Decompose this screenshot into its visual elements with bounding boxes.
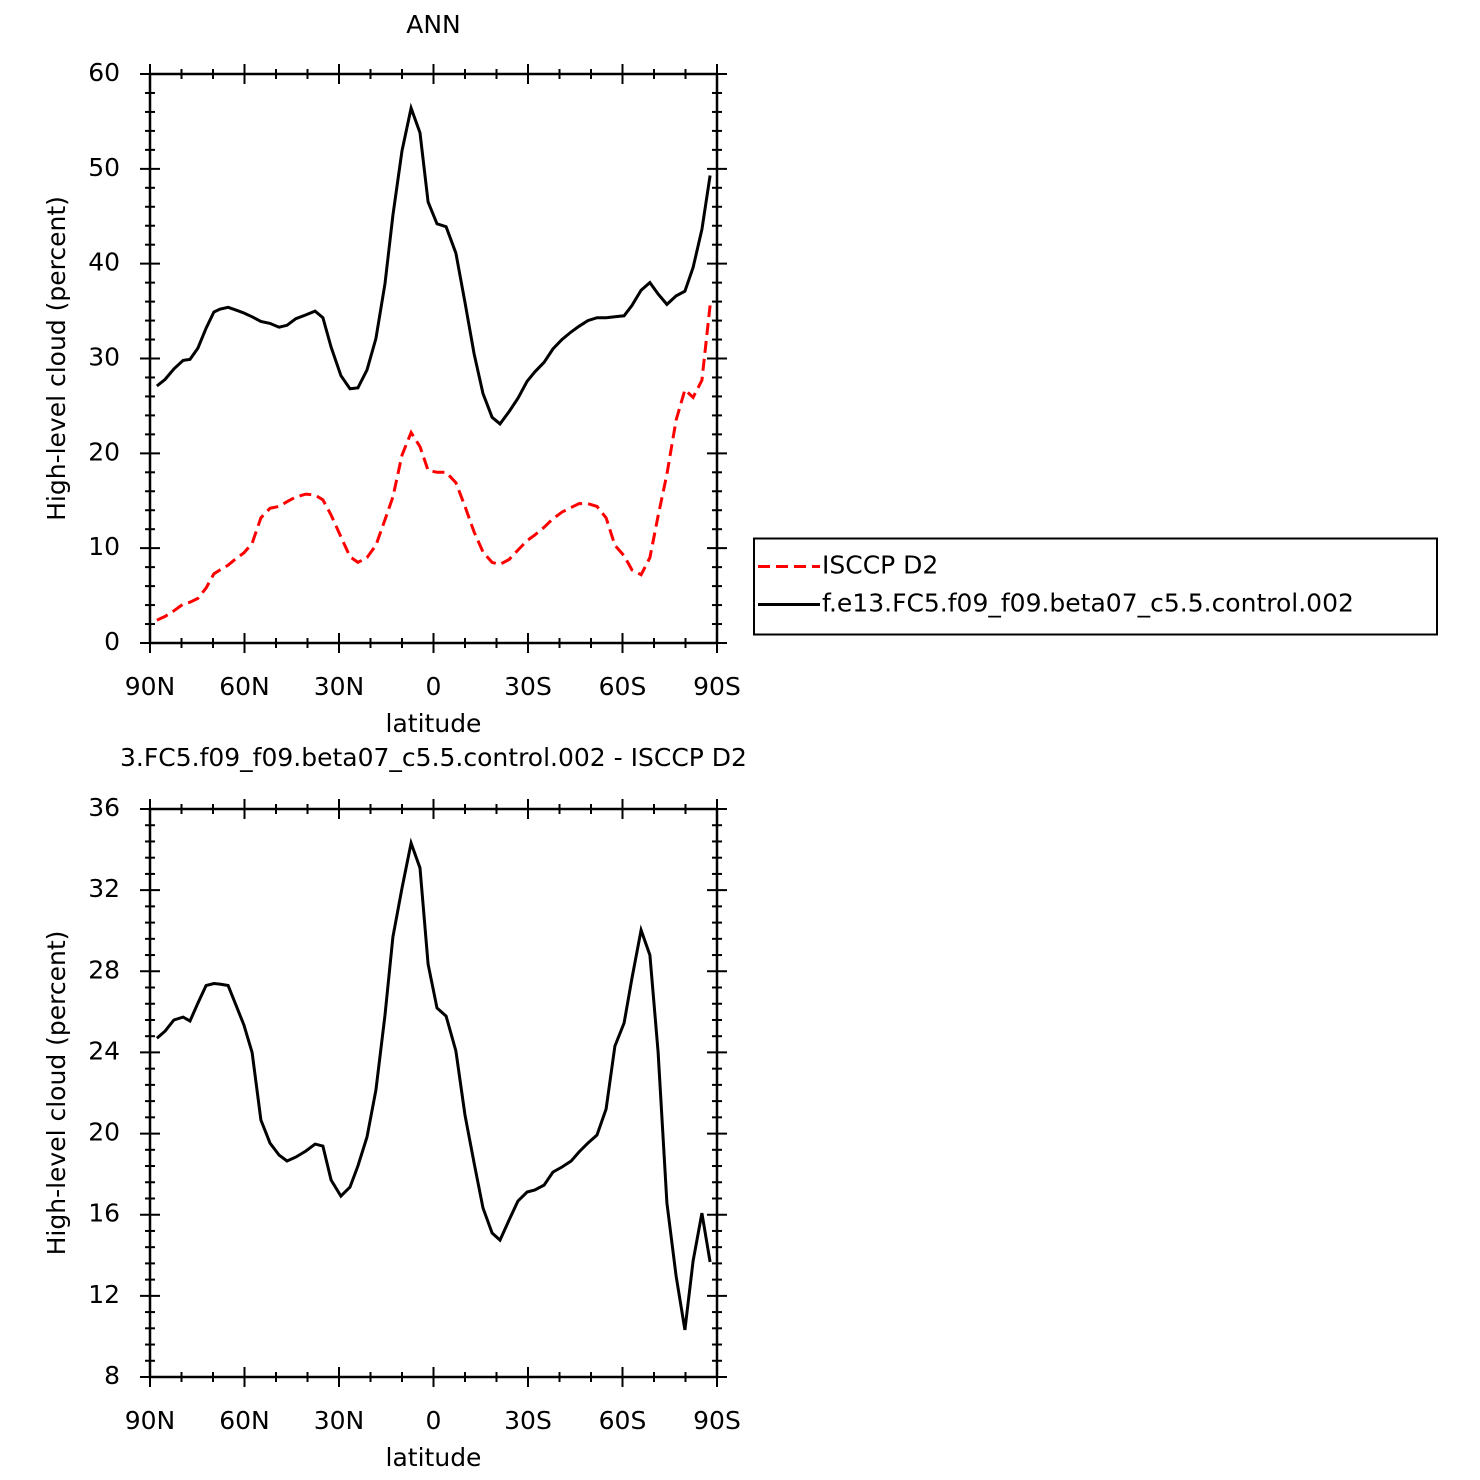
- y-tick-label: 10: [88, 532, 120, 561]
- x-tick-label: 0: [426, 672, 442, 701]
- x-tick-label: 30S: [504, 1406, 552, 1435]
- y-tick-label: 60: [88, 58, 120, 87]
- x-axis-label: latitude: [386, 1443, 482, 1472]
- x-tick-label: 90N: [125, 1406, 176, 1435]
- y-tick-label: 20: [88, 1118, 120, 1147]
- x-tick-label: 0: [426, 1406, 442, 1435]
- plot-frame: [148, 72, 719, 645]
- legend-label: f.e13.FC5.f09_f09.beta07_c5.5.control.00…: [822, 589, 1354, 618]
- x-axis-label: latitude: [386, 709, 482, 738]
- y-tick-label: 12: [88, 1280, 120, 1309]
- x-tick-label: 60N: [219, 672, 270, 701]
- y-tick-label: 24: [88, 1036, 120, 1065]
- y-tick-label: 40: [88, 248, 120, 277]
- x-tick-label: 60S: [599, 672, 647, 701]
- x-tick-label: 60N: [219, 1406, 270, 1435]
- x-tick-label: 90S: [693, 1406, 741, 1435]
- plot-frame: [148, 807, 719, 1379]
- legend-label: ISCCP D2: [822, 551, 938, 580]
- y-tick-label: 16: [88, 1199, 120, 1228]
- y-tick-label: 30: [88, 343, 120, 372]
- x-tick-label: 30N: [314, 672, 365, 701]
- plot: 3.FC5.f09_f09.beta07_c5.5.control.002 - …: [42, 743, 747, 1472]
- x-tick-label: 90N: [125, 672, 176, 701]
- series-line: [156, 305, 712, 622]
- x-tick-label: 90S: [693, 672, 741, 701]
- y-tick-label: 0: [104, 627, 120, 656]
- x-tick-label: 30N: [314, 1406, 365, 1435]
- y-tick-label: 50: [88, 153, 120, 182]
- x-tick-label: 30S: [504, 672, 552, 701]
- plot: ANN 90N 60N 30N 0 30S 60S 90S 0 10 20 30 40 50 60 latit…: [42, 10, 1438, 738]
- y-tick-label: 32: [88, 874, 120, 903]
- chart-title: 3.FC5.f09_f09.beta07_c5.5.control.002 - …: [120, 743, 747, 772]
- y-tick-label: 8: [104, 1361, 120, 1390]
- y-axis-label: High-level cloud (percent): [42, 931, 71, 1256]
- y-tick-label: 20: [88, 437, 120, 466]
- series-line: [155, 102, 712, 427]
- legend-box: [753, 537, 1438, 636]
- series-line: [155, 837, 712, 1331]
- chart-title: ANN: [406, 10, 461, 39]
- y-tick-label: 36: [88, 793, 120, 822]
- y-tick-label: 28: [88, 955, 120, 984]
- x-tick-label: 60S: [599, 1406, 647, 1435]
- y-axis-label: High-level cloud (percent): [42, 196, 71, 521]
